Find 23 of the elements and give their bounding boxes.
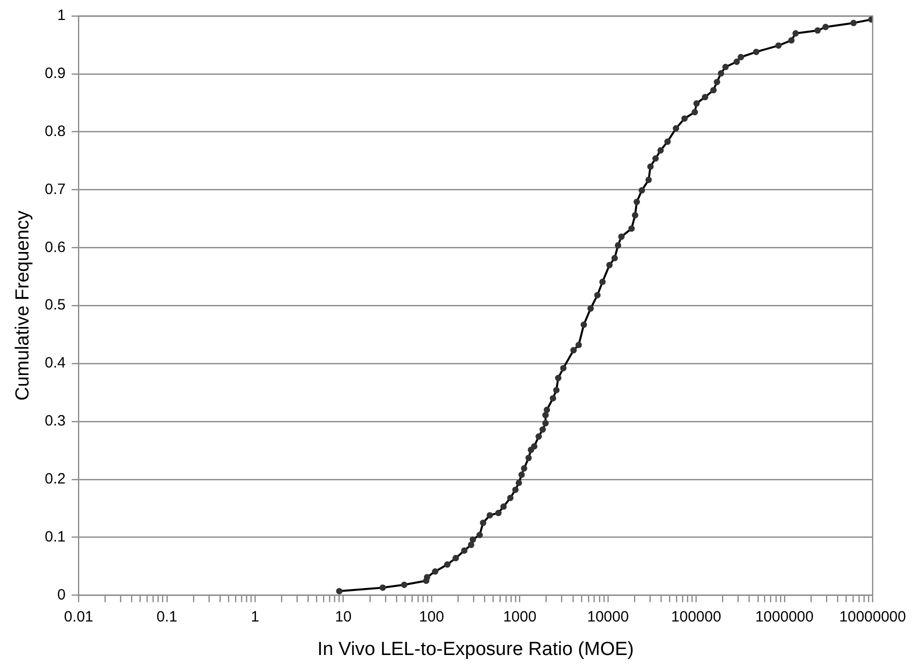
y-tick-label: 0.6 <box>44 238 66 256</box>
y-tick-label: 0.4 <box>44 354 66 372</box>
y-tick-label: 1 <box>57 7 66 24</box>
y-tick-label: 0.9 <box>44 65 66 82</box>
y-tick-label: 0 <box>57 586 66 604</box>
x-tick-label: 1000000 <box>755 608 814 626</box>
x-tick-label: 10000 <box>587 608 629 626</box>
x-tick-label: 1 <box>250 608 260 626</box>
x-tick-label: 100 <box>419 608 444 626</box>
y-tick-label: 0.7 <box>44 180 66 198</box>
x-tick-label: 1000 <box>503 608 536 626</box>
x-tick-label: 10 <box>334 608 352 626</box>
x-tick-label: 10000000 <box>839 608 906 626</box>
y-tick-label: 0.8 <box>44 122 66 140</box>
x-tick-label: 0.1 <box>156 608 178 626</box>
x-axis-title: In Vivo LEL-to-Exposure Ratio (MOE) <box>317 638 634 660</box>
y-tick-label: 0.2 <box>44 470 66 488</box>
y-axis-title: Cumulative Frequency <box>12 210 34 401</box>
x-tick-label: 0.01 <box>64 608 94 626</box>
y-tick-label: 0.5 <box>44 296 66 314</box>
y-tick-label: 0.1 <box>44 528 66 546</box>
y-tick-label: 0.3 <box>44 412 66 430</box>
x-tick-label: 100000 <box>671 608 722 626</box>
